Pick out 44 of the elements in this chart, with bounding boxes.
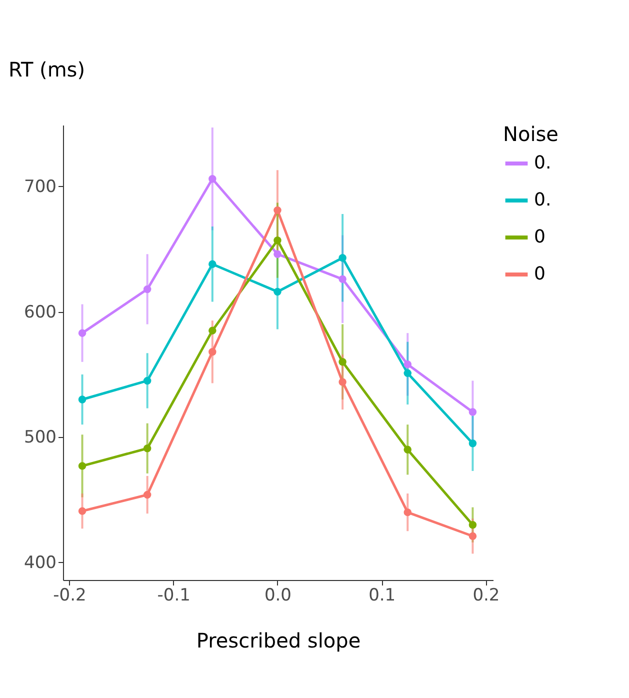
point [404,360,412,368]
point [468,440,477,448]
legend-label: 0. [534,190,552,210]
point [78,462,86,470]
point [274,206,282,214]
point [404,446,412,454]
legend-label: 0. [534,152,552,174]
legend-label: 0 [534,226,546,248]
y-tick-label: 500 [24,428,56,448]
legend-title: Noise [503,122,558,146]
point [143,444,152,452]
point [338,378,346,386]
point [78,329,86,337]
x-tick-label: -0.1 [157,586,190,606]
point [143,490,152,499]
point [143,376,152,385]
x-axis-title: Prescribed slope [196,628,361,652]
point [208,326,216,334]
point [404,508,412,516]
point [338,358,346,366]
point [274,288,282,296]
point [208,348,216,356]
point [338,275,346,284]
point [468,408,477,416]
y-tick-label: 400 [24,552,56,573]
point [143,285,152,294]
y-tick-label: 600 [24,302,56,322]
y-axis-title: RT (ms) [8,58,86,82]
point [274,236,282,244]
point [338,254,346,262]
point [468,532,477,540]
point [208,175,216,183]
legend-label: 0 [534,264,546,284]
x-tick-label: 0.0 [264,586,292,606]
x-tick-label: 0.1 [368,586,396,606]
point [274,250,282,258]
point [78,396,86,404]
x-tick-label: 0.2 [472,586,500,606]
point [208,260,216,268]
point [78,507,86,515]
point [468,520,477,529]
point [404,369,412,378]
y-tick-label: 700 [24,176,56,197]
x-tick-label: -0.2 [53,586,86,606]
